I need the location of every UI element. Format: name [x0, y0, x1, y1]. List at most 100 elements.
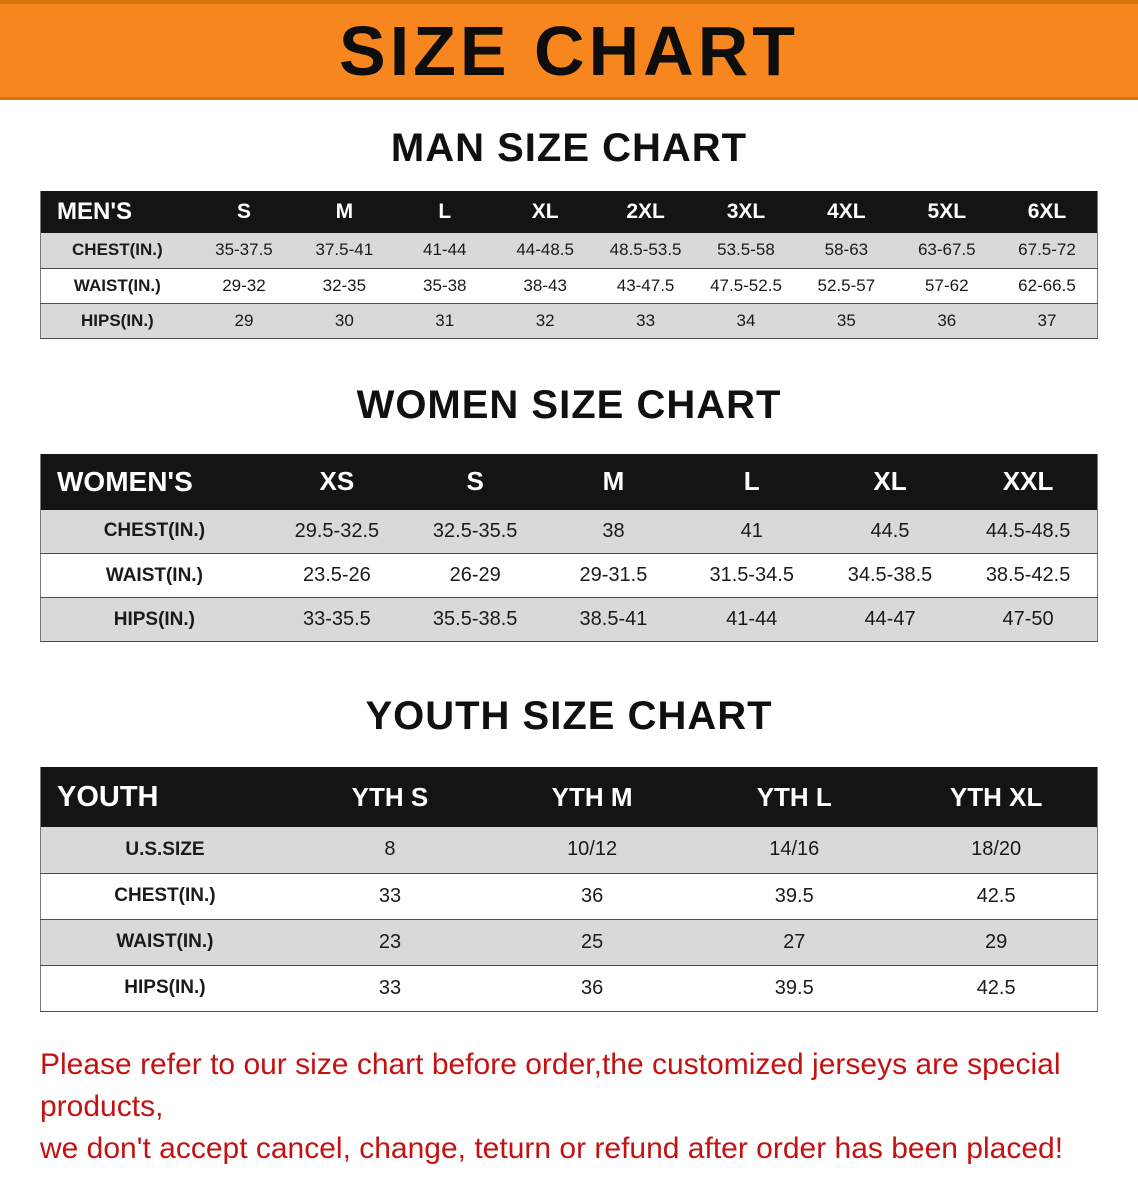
- banner: SIZE CHART: [0, 0, 1138, 100]
- measurement-value: 38.5-42.5: [959, 553, 1098, 598]
- measurement-value: 38: [544, 509, 683, 554]
- measurement-value: 44-47: [820, 597, 960, 642]
- measurement-value: 27: [693, 919, 896, 965]
- men-size-table: MEN'S S M L XL 2XL 3XL 4XL 5XL 6XL CHEST(IN.) 35-37…: [40, 191, 1098, 339]
- measurement-label: HIPS(IN.): [40, 965, 289, 1011]
- men-size-column-header: 3XL: [695, 191, 797, 233]
- youth-size-chart-heading: YOUTH SIZE CHART: [365, 694, 773, 738]
- youth-measure-row: CHEST(IN.) 33 36 39.5 42.5: [40, 873, 1098, 919]
- measurement-value: 29.5-32.5: [267, 509, 407, 554]
- measurement-value: 34.5-38.5: [820, 553, 960, 598]
- measurement-value: 47.5-52.5: [695, 268, 797, 303]
- women-size-column-header: M: [544, 453, 683, 510]
- measurement-value: 35-38: [394, 268, 495, 303]
- measurement-value: 44.5-48.5: [959, 509, 1098, 554]
- measurement-value: 33: [595, 303, 696, 338]
- men-size-column-header: 4XL: [796, 191, 897, 233]
- men-measure-row: HIPS(IN.) 29 30 31 32 33 34 35 36 37: [40, 303, 1098, 338]
- women-size-chart-heading: WOMEN SIZE CHART: [356, 382, 782, 427]
- youth-group-label: YOUTH: [40, 767, 289, 827]
- measurement-label: HIPS(IN.): [40, 597, 268, 642]
- men-measure-row: CHEST(IN.) 35-37.5 37.5-41 41-44 44-48.5 48.5…: [40, 233, 1098, 268]
- measurement-value: 37.5-41: [294, 233, 395, 268]
- men-size-column-header: 6XL: [997, 191, 1098, 233]
- men-group-label: MEN'S: [40, 191, 194, 233]
- measurement-label: HIPS(IN.): [40, 303, 194, 338]
- measurement-value: 36: [491, 873, 694, 919]
- measurement-value: 38-43: [494, 268, 596, 303]
- measurement-value: 41-44: [394, 233, 495, 268]
- measurement-value: 41: [682, 509, 821, 554]
- measurement-value: 26-29: [406, 553, 545, 598]
- page-title: SIZE CHART: [339, 11, 799, 90]
- measurement-value: 8: [288, 827, 492, 873]
- measurement-value: 36: [491, 965, 694, 1011]
- sections: MAN SIZE CHART MEN'S S M L XL 2XL 3XL 4XL 5XL 6XL C…: [0, 126, 1138, 1012]
- women-size-table: WOMEN'S XS S M L XL XXL CHEST(IN.) 29.5-32.5 32.5…: [40, 453, 1098, 642]
- women-measure-row: CHEST(IN.) 29.5-32.5 32.5-35.5 38 41 44.5 44.5…: [40, 509, 1098, 554]
- men-size-chart-heading: MAN SIZE CHART: [390, 126, 748, 170]
- measurement-value: 39.5: [693, 873, 896, 919]
- measurement-value: 38.5-41: [544, 597, 683, 642]
- measurement-value: 43-47.5: [595, 268, 696, 303]
- measurement-value: 35.5-38.5: [406, 597, 545, 642]
- measurement-value: 57-62: [896, 268, 997, 303]
- measurement-value: 29: [193, 303, 295, 338]
- men-size-column-header: M: [294, 191, 395, 233]
- measurement-value: 63-67.5: [896, 233, 997, 268]
- measurement-value: 31.5-34.5: [682, 553, 821, 598]
- measurement-label: U.S.SIZE: [40, 827, 289, 873]
- measurement-value: 29: [895, 919, 1098, 965]
- measurement-value: 14/16: [693, 827, 896, 873]
- women-size-column-header: S: [406, 453, 545, 510]
- footer-note-line-2: we don't accept cancel, change, teturn o…: [40, 1131, 1064, 1165]
- men-size-column-header: XL: [494, 191, 596, 233]
- measurement-value: 42.5: [895, 873, 1098, 919]
- youth-header-row: YOUTH YTH S YTH M YTH L YTH XL: [40, 767, 1098, 827]
- women-measure-row: WAIST(IN.) 23.5-26 26-29 29-31.5 31.5-34.5 34…: [40, 553, 1098, 598]
- youth-size-column-header: YTH L: [693, 767, 896, 827]
- youth-measure-row: HIPS(IN.) 33 36 39.5 42.5: [40, 965, 1098, 1011]
- measurement-value: 10/12: [491, 827, 694, 873]
- measurement-label: CHEST(IN.): [40, 509, 268, 554]
- measurement-value: 29-31.5: [544, 553, 683, 598]
- men-measure-row: WAIST(IN.) 29-32 32-35 35-38 38-43 43-47.5 47.…: [40, 268, 1098, 303]
- measurement-value: 32: [494, 303, 596, 338]
- measurement-value: 29-32: [193, 268, 295, 303]
- measurement-value: 33: [288, 965, 492, 1011]
- measurement-value: 35-37.5: [193, 233, 295, 268]
- measurement-label: CHEST(IN.): [40, 873, 289, 919]
- men-size-column-header: 5XL: [896, 191, 997, 233]
- men-size-column-header: S: [193, 191, 295, 233]
- measurement-value: 32-35: [294, 268, 395, 303]
- measurement-label: WAIST(IN.): [40, 553, 268, 598]
- youth-measure-row: WAIST(IN.) 23 25 27 29: [40, 919, 1098, 965]
- measurement-value: 41-44: [682, 597, 821, 642]
- measurement-label: WAIST(IN.): [40, 268, 194, 303]
- women-size-column-header: L: [682, 453, 821, 510]
- women-size-column-header: XXL: [959, 453, 1098, 510]
- measurement-value: 23: [288, 919, 492, 965]
- men-header-row: MEN'S S M L XL 2XL 3XL 4XL 5XL 6XL: [40, 191, 1098, 233]
- women-group-label: WOMEN'S: [40, 453, 268, 510]
- measurement-value: 42.5: [895, 965, 1098, 1011]
- measurement-value: 34: [695, 303, 797, 338]
- measurement-value: 44-48.5: [494, 233, 596, 268]
- measurement-value: 37: [997, 303, 1098, 338]
- men-size-column-header: L: [394, 191, 495, 233]
- youth-size-column-header: YTH XL: [895, 767, 1098, 827]
- women-size-column-header: XS: [267, 453, 407, 510]
- measurement-value: 23.5-26: [267, 553, 407, 598]
- measurement-value: 52.5-57: [796, 268, 897, 303]
- measurement-value: 53.5-58: [695, 233, 797, 268]
- measurement-value: 33-35.5: [267, 597, 407, 642]
- measurement-value: 30: [294, 303, 395, 338]
- youth-measure-row: U.S.SIZE 8 10/12 14/16 18/20: [40, 827, 1098, 873]
- measurement-value: 32.5-35.5: [406, 509, 545, 554]
- measurement-value: 58-63: [796, 233, 897, 268]
- women-size-column-header: XL: [820, 453, 960, 510]
- footer-note-line-1: Please refer to our size chart before or…: [40, 1047, 1061, 1123]
- measurement-value: 62-66.5: [997, 268, 1098, 303]
- measurement-value: 47-50: [959, 597, 1098, 642]
- measurement-value: 33: [288, 873, 492, 919]
